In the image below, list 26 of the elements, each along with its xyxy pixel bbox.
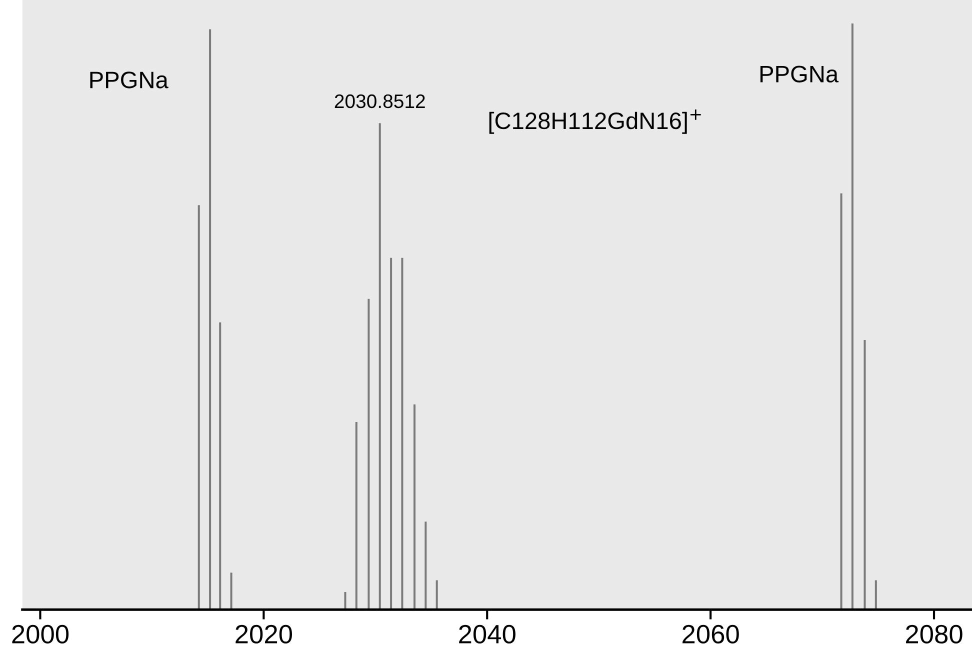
- annotation: PPGNa: [90, 72, 168, 88]
- bar: [840, 193, 842, 610]
- annotation: [C128H112GdN16]$^{+}$: [489, 110, 701, 134]
- bar: [230, 572, 232, 610]
- bar: [219, 322, 222, 610]
- bar: [355, 422, 358, 610]
- bar: [368, 298, 370, 610]
- bar: [414, 404, 416, 610]
- bar: [344, 592, 346, 610]
- x-tick-label: 2000: [12, 624, 69, 644]
- bar: [436, 580, 438, 610]
- x-tick-label: 2080: [906, 624, 962, 644]
- bar: [851, 23, 854, 610]
- bar: [401, 258, 404, 610]
- x-tick-label: 2060: [682, 624, 739, 644]
- annotation: 2030.8512: [334, 94, 425, 108]
- x-tick-label: 2040: [459, 624, 516, 644]
- bar: [209, 29, 212, 610]
- bar: [864, 340, 866, 610]
- bar: [390, 258, 392, 610]
- annotation: PPGNa: [760, 66, 839, 82]
- bar: [874, 580, 877, 610]
- x-tick-label: 2020: [236, 624, 292, 644]
- bar: [424, 522, 427, 610]
- bar: [378, 123, 381, 610]
- bar: [198, 205, 200, 610]
